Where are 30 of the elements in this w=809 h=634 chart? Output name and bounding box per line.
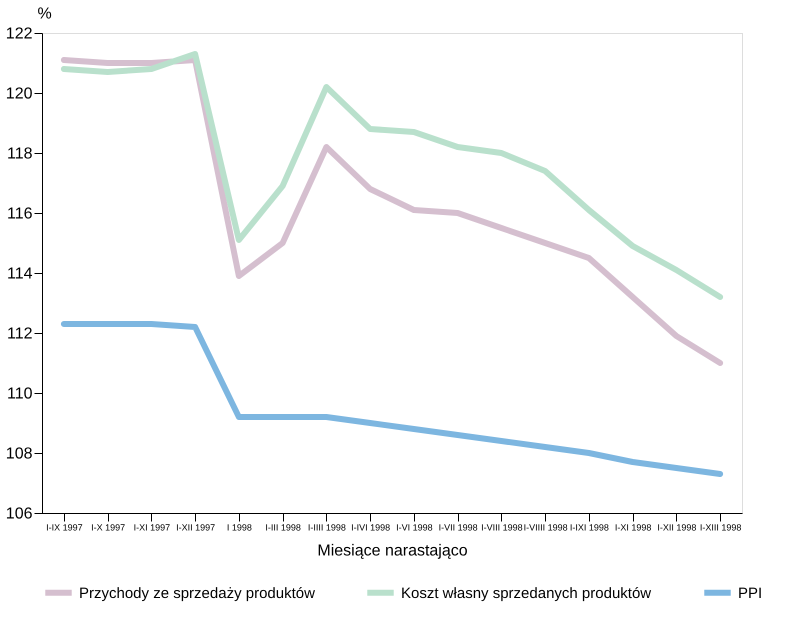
y-tick-label: 112 bbox=[6, 326, 33, 342]
x-tick-label: I-XII 1997 bbox=[176, 522, 216, 532]
x-axis-title: Miesiące narastająco bbox=[317, 542, 468, 560]
y-tick-label: 122 bbox=[6, 26, 33, 42]
y-axis-title: % bbox=[38, 6, 52, 22]
x-tick-label: I-IXI 1998 bbox=[570, 522, 609, 532]
x-tick-label: I-XI 1997 bbox=[134, 522, 170, 532]
x-tick-label: I-VI 1998 bbox=[396, 522, 433, 532]
x-tick-label: I-XII 1998 bbox=[657, 522, 696, 532]
x-tick-label: I-III 1998 bbox=[265, 522, 301, 532]
x-tick-label: I-VIII 1998 bbox=[481, 522, 523, 532]
y-tick-label: 120 bbox=[6, 86, 33, 102]
x-tick-label: I-VII 1998 bbox=[438, 522, 478, 532]
y-tick-label: 114 bbox=[6, 266, 33, 282]
y-tick-label: 110 bbox=[6, 386, 33, 402]
x-tick-label: I 1998 bbox=[226, 522, 252, 532]
x-tick-label: I-IVI 1998 bbox=[351, 522, 390, 532]
x-tick-label: I-X 1997 bbox=[91, 522, 126, 532]
y-tick-label: 108 bbox=[6, 446, 33, 462]
x-tick-label: I-VIIII 1998 bbox=[524, 522, 568, 532]
x-tick-label: I-XI 1998 bbox=[614, 522, 652, 532]
y-tick-label: 118 bbox=[6, 146, 33, 162]
legend-label: Koszt własny sprzedanych produktów bbox=[401, 584, 652, 602]
y-tick-label: 106 bbox=[6, 506, 33, 522]
legend-label: Przychody ze sprzedaży produktów bbox=[79, 584, 316, 602]
x-tick-label: I-XIII 1998 bbox=[700, 522, 742, 532]
y-tick-label: 116 bbox=[6, 206, 33, 222]
x-tick-label: I-IIII 1998 bbox=[308, 522, 346, 532]
x-tick-label: I-IX 1997 bbox=[46, 522, 83, 532]
legend-label: PPI bbox=[738, 584, 762, 602]
